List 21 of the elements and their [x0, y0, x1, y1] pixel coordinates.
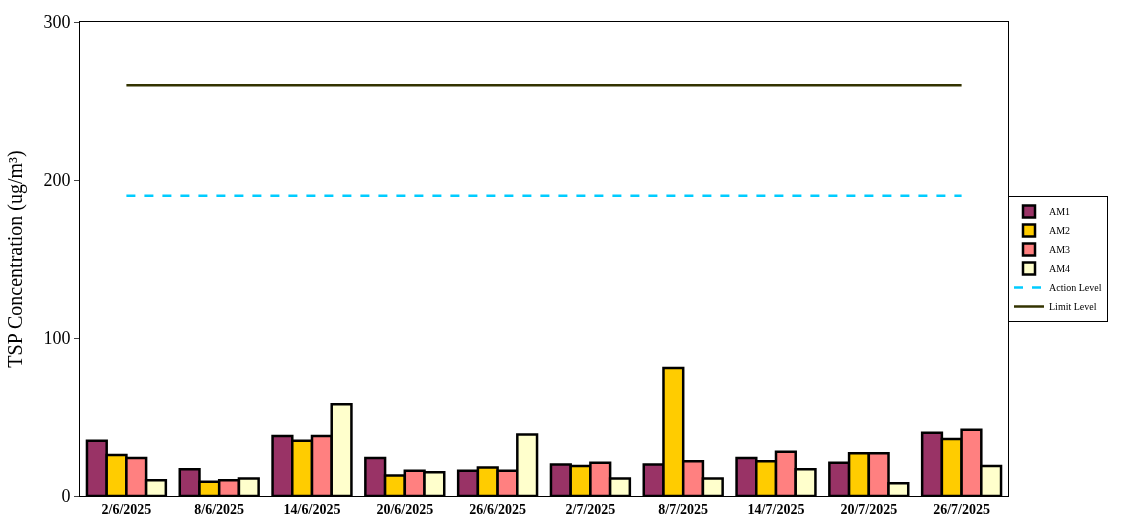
legend-label: AM1 [1049, 206, 1071, 218]
y-tick-label: 0 [61, 486, 71, 507]
y-axis-title: TSP Concentration (ug/m³) [3, 150, 27, 368]
x-tick-label: 20/7/2025 [840, 501, 898, 517]
x-tick-label: 26/7/2025 [933, 501, 990, 517]
legend-label: AM3 [1049, 244, 1071, 256]
x-tick-label: 8/7/2025 [658, 501, 709, 517]
x-tick-label: 14/7/2025 [747, 501, 805, 517]
x-tick-label: 26/6/2025 [469, 501, 526, 517]
x-tick-label: 2/6/2025 [101, 501, 152, 517]
x-tick-label: 20/6/2025 [376, 501, 434, 517]
legend-label: AM2 [1049, 225, 1071, 237]
legend-label: AM4 [1049, 263, 1071, 275]
x-tick-label: 8/6/2025 [194, 501, 245, 517]
x-tick-label: 2/7/2025 [565, 501, 616, 517]
legend-label: Limit Level [1049, 301, 1097, 313]
y-tick-label: 200 [43, 170, 71, 191]
y-tick-label: 100 [43, 328, 71, 349]
y-tick-label: 300 [43, 12, 71, 33]
x-tick-label: 14/6/2025 [283, 501, 341, 517]
legend-label: Action Level [1049, 282, 1102, 294]
